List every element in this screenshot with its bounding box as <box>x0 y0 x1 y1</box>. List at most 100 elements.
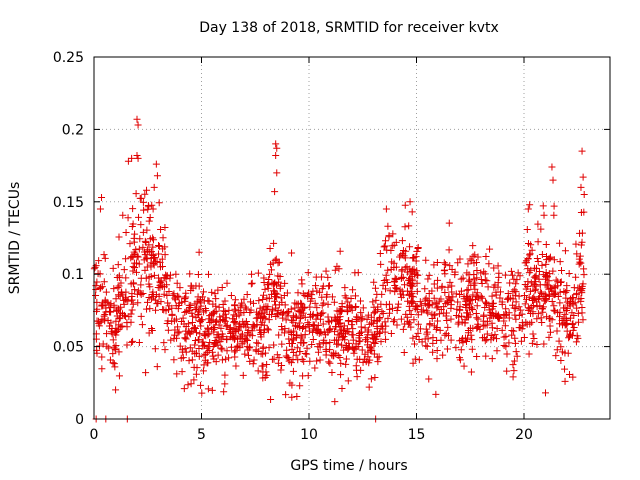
data-point <box>446 262 454 270</box>
data-point <box>561 365 569 373</box>
data-point <box>483 330 491 338</box>
data-point <box>516 306 524 314</box>
data-point <box>533 315 541 323</box>
data-point <box>528 318 536 326</box>
data-point <box>370 303 378 311</box>
data-point <box>546 253 554 261</box>
y-tick-label: 0.25 <box>53 50 84 66</box>
data-point <box>243 291 251 299</box>
data-point <box>274 359 282 367</box>
data-point <box>161 224 169 232</box>
data-point <box>300 304 308 312</box>
data-point <box>101 317 109 325</box>
data-point <box>577 183 585 191</box>
data-point <box>473 324 481 332</box>
data-point <box>137 312 145 320</box>
data-point <box>410 316 418 324</box>
data-point <box>115 282 123 290</box>
data-point <box>241 350 249 358</box>
data-point <box>342 329 350 337</box>
data-point <box>326 325 334 333</box>
data-point <box>396 253 404 261</box>
data-point <box>239 318 247 326</box>
data-point <box>260 309 268 317</box>
data-point <box>341 284 349 292</box>
data-point <box>271 188 279 196</box>
data-point <box>209 343 217 351</box>
data-point <box>135 260 143 268</box>
data-point <box>150 271 158 279</box>
data-point <box>578 238 586 246</box>
data-point <box>463 337 471 345</box>
data-point <box>188 318 196 326</box>
data-point <box>96 285 104 293</box>
data-point <box>574 318 582 326</box>
data-point <box>277 294 285 302</box>
data-point <box>283 346 291 354</box>
data-point <box>518 325 526 333</box>
data-point <box>95 319 103 327</box>
data-point <box>575 260 583 268</box>
data-point <box>529 294 537 302</box>
data-point <box>551 307 559 315</box>
data-point <box>136 194 144 202</box>
data-point <box>306 357 314 365</box>
data-point <box>333 318 341 326</box>
data-point <box>161 346 169 354</box>
data-point <box>338 341 346 349</box>
data-point <box>212 317 220 325</box>
data-point <box>119 291 127 299</box>
data-point <box>122 274 130 282</box>
data-point <box>488 319 496 327</box>
data-point <box>143 305 151 313</box>
data-point <box>225 326 233 334</box>
data-point <box>528 246 536 254</box>
data-point <box>555 313 563 321</box>
data-point <box>371 374 379 382</box>
data-point <box>472 258 480 266</box>
data-point <box>363 334 371 342</box>
data-point <box>246 330 254 338</box>
data-point <box>502 305 510 313</box>
data-point <box>377 260 385 268</box>
data-point <box>493 324 501 332</box>
data-point <box>181 345 189 353</box>
data-point <box>289 336 297 344</box>
data-point <box>262 368 270 376</box>
x-axis: 0 5 10 15 20 <box>90 57 533 443</box>
data-point <box>266 245 274 253</box>
data-point <box>568 320 576 328</box>
data-point <box>467 296 475 304</box>
data-point <box>504 295 512 303</box>
data-point <box>242 323 250 331</box>
data-point <box>218 330 226 338</box>
data-point <box>409 254 417 262</box>
data-point <box>430 261 438 269</box>
data-point <box>128 306 136 314</box>
data-point <box>159 234 167 242</box>
data-point <box>540 271 548 279</box>
data-point <box>268 290 276 298</box>
data-point <box>316 343 324 351</box>
data-point <box>391 274 399 282</box>
data-point <box>298 355 306 363</box>
data-point <box>458 312 466 320</box>
data-point <box>414 271 422 279</box>
data-point <box>454 320 462 328</box>
data-point <box>349 331 357 339</box>
data-point <box>546 315 554 323</box>
data-point <box>171 296 179 304</box>
data-point <box>337 371 345 379</box>
data-point <box>95 257 103 265</box>
data-point <box>168 311 176 319</box>
data-point <box>111 329 119 337</box>
data-point <box>350 349 358 357</box>
data-point <box>259 306 267 314</box>
data-point <box>485 306 493 314</box>
data-point <box>485 260 493 268</box>
data-point <box>179 314 187 322</box>
data-point <box>531 286 539 294</box>
data-point <box>569 320 577 328</box>
data-point <box>349 325 357 333</box>
data-point <box>481 303 489 311</box>
